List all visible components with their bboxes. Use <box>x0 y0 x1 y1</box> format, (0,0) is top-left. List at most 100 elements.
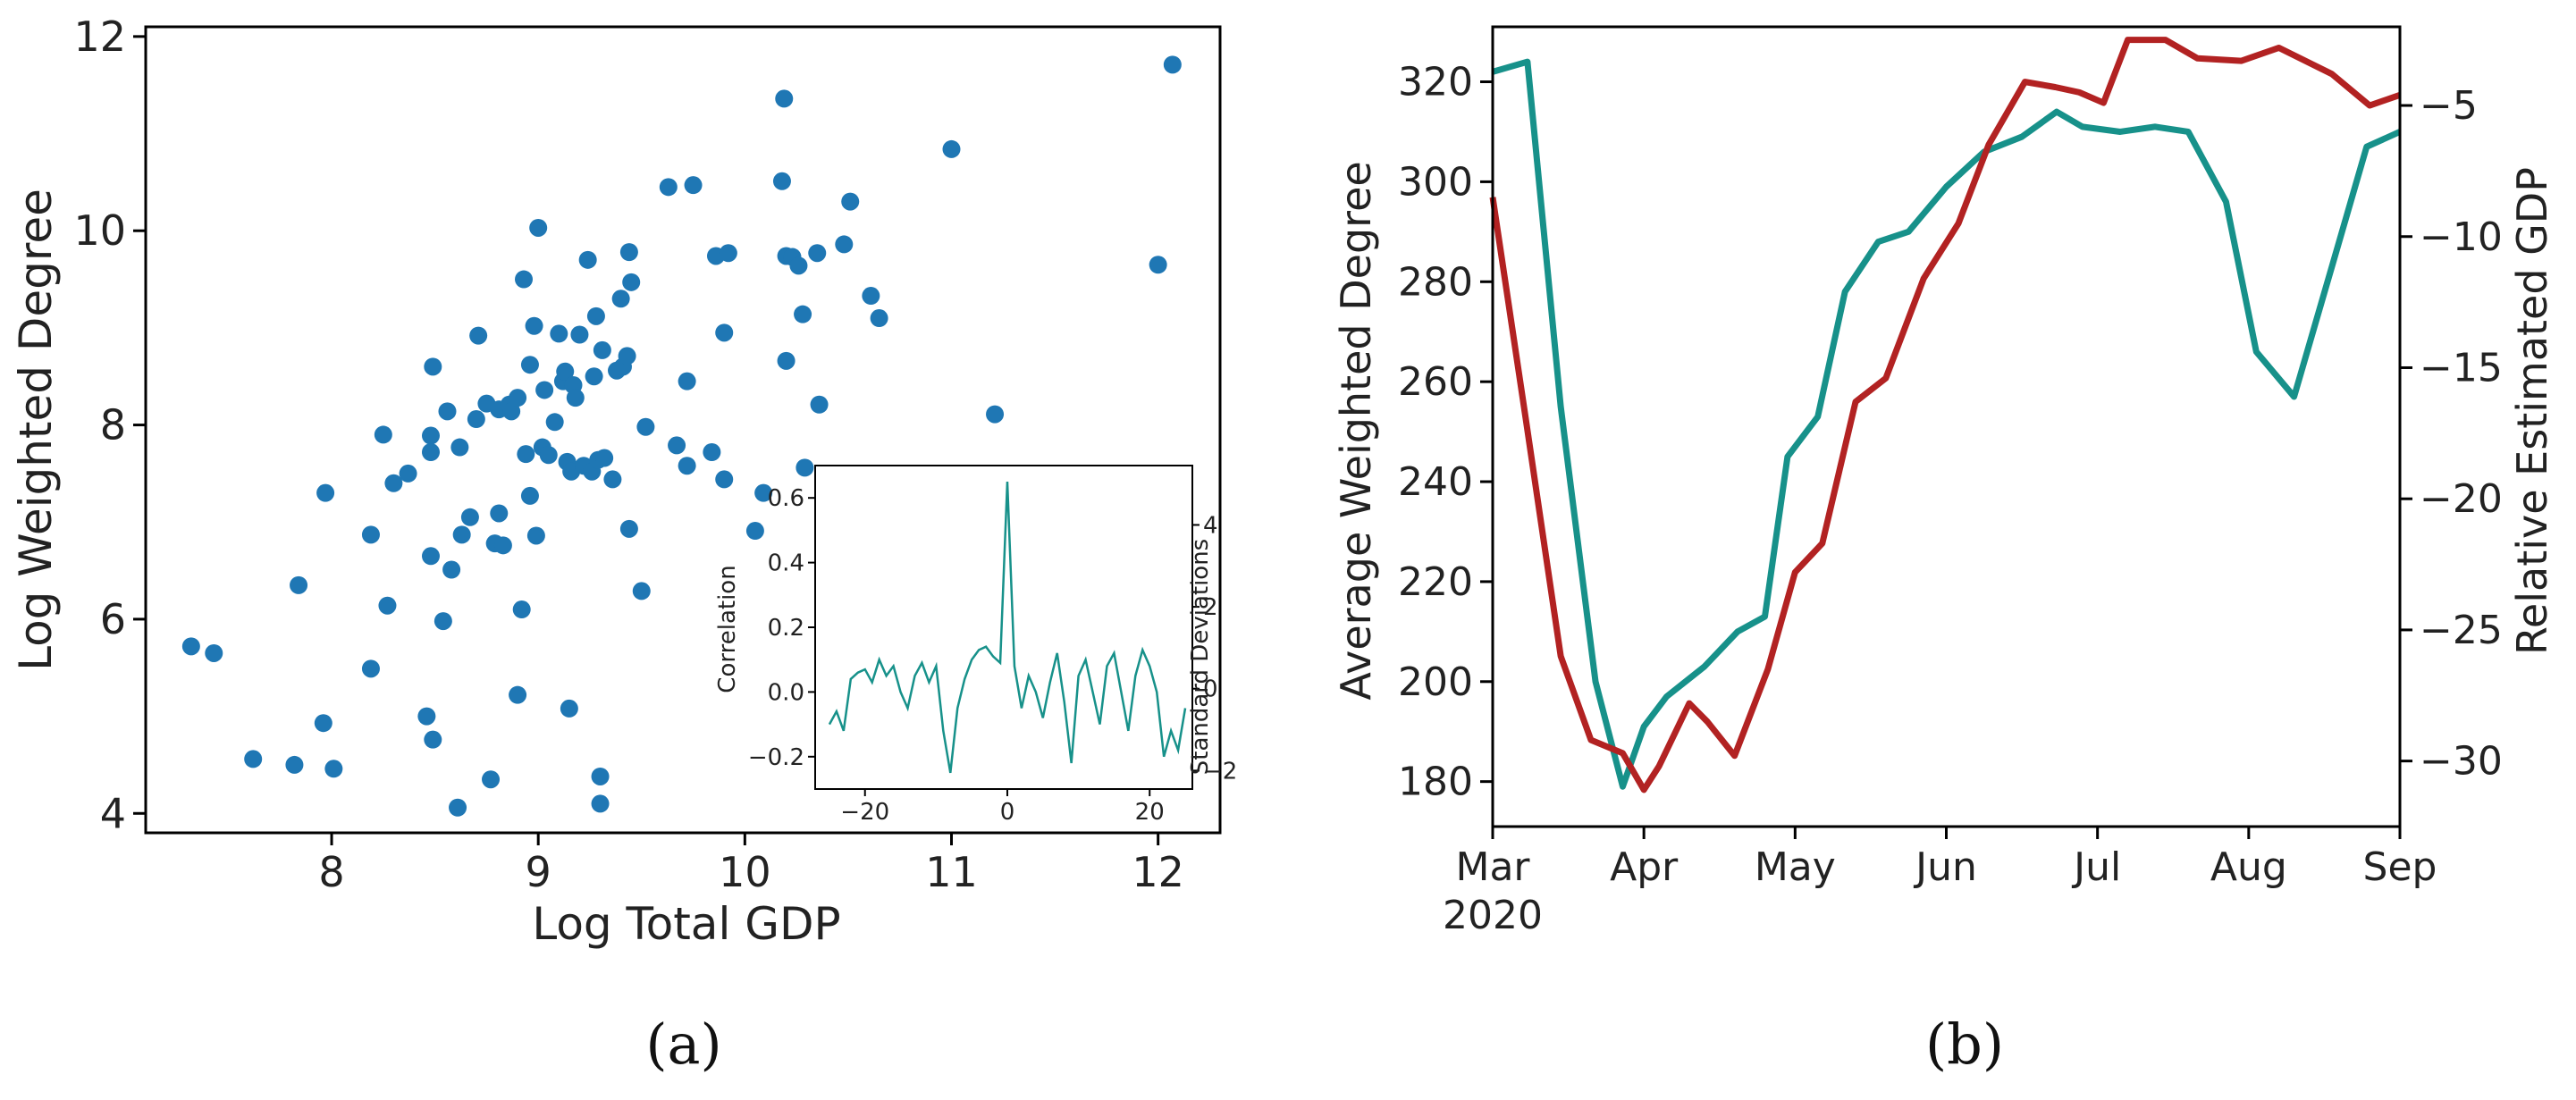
scatter-point <box>399 464 417 483</box>
scatter-point <box>1163 55 1182 74</box>
scatter-point <box>622 273 641 291</box>
scatter-point <box>450 438 469 457</box>
panel-b-y-axis-label-right: Relative Estimated GDP <box>2508 167 2556 655</box>
y-tick-label: 6 <box>100 595 126 643</box>
scatter-point <box>290 575 308 594</box>
scatter-point <box>438 402 457 421</box>
scatter-point <box>560 699 578 718</box>
inset-y-tick-label-right: 4 <box>1203 512 1218 539</box>
x-tick-label: 11 <box>925 848 978 896</box>
scatter-point <box>703 442 721 461</box>
panel-b-label: (b) <box>1925 1012 2004 1077</box>
inset-x-tick-label: 20 <box>1135 799 1165 826</box>
scatter-point <box>512 600 531 619</box>
scatter-point <box>285 755 304 774</box>
scatter-point <box>424 730 442 749</box>
x-tick-label: 8 <box>318 848 344 896</box>
scatter-point <box>593 340 611 359</box>
inset-y-axis-label-right: Standard Deviations <box>1187 539 1214 775</box>
y-tick-label: 12 <box>73 13 126 61</box>
scatter-point <box>591 794 610 813</box>
scatter-point <box>659 178 678 197</box>
scatter-point <box>810 395 829 414</box>
inset-y-tick-label: −0.2 <box>748 744 804 771</box>
x-tick-label: 10 <box>719 848 771 896</box>
scatter-point <box>789 256 808 275</box>
scatter-point <box>520 486 539 505</box>
scatter-point <box>841 192 860 211</box>
scatter-point <box>550 324 568 343</box>
panel-a-label: (a) <box>645 1012 721 1077</box>
scatter-point <box>719 244 737 263</box>
scatter-point <box>636 417 655 436</box>
scatter-point <box>678 457 696 475</box>
x-tick-label: Jun <box>1913 844 1977 890</box>
scatter-point <box>775 89 794 108</box>
scatter-point <box>586 306 605 325</box>
scatter-point <box>529 218 548 237</box>
scatter-point <box>421 442 440 461</box>
scatter-point <box>986 405 1005 424</box>
scatter-point <box>526 526 545 545</box>
x-tick-label: 2020 <box>1443 893 1543 938</box>
y-tick-label: 280 <box>1398 259 1473 305</box>
panel-a-y-ticks: 4 6 8 10 12 <box>73 13 146 837</box>
scatter-point <box>862 287 880 306</box>
scatter-point <box>442 560 461 579</box>
x-tick-label: Apr <box>1610 844 1679 890</box>
scatter-point <box>460 508 479 526</box>
scatter-point <box>578 250 597 269</box>
scatter-point <box>715 323 734 342</box>
panel-b-y-ticks-left: 180 200 220 240 260 280 300 320 <box>1398 60 1493 805</box>
scatter-point <box>449 798 467 817</box>
scatter-point <box>570 325 589 344</box>
scatter-point <box>545 413 564 432</box>
inset-y-tick-label: 0.4 <box>768 550 804 577</box>
scatter-point <box>591 767 610 785</box>
y-tick-label: 200 <box>1398 659 1473 705</box>
inset-y-tick-label: 0.2 <box>768 615 804 642</box>
scatter-points <box>181 55 1182 817</box>
scatter-point <box>566 389 585 407</box>
scatter-point <box>509 389 527 407</box>
scatter-point <box>417 707 436 726</box>
inset-x-ticks: −20 0 20 <box>840 789 1165 826</box>
inset-y-ticks-left: −0.2 0.0 0.2 0.4 0.6 <box>748 485 815 771</box>
scatter-point <box>490 504 509 523</box>
average-weighted-degree-line <box>1492 58 2402 790</box>
scatter-point <box>870 309 888 328</box>
inset-y-tick-label-right: 0 <box>1203 676 1218 703</box>
panel-b-y-axis-label: Average Weighted Degree <box>1332 161 1380 700</box>
x-tick-label: May <box>1755 844 1836 890</box>
panel-a-axes-frame <box>144 25 1222 835</box>
scatter-point <box>619 243 638 262</box>
scatter-point <box>619 519 638 538</box>
y-tick-label: 10 <box>73 206 126 255</box>
x-tick-label: Mar <box>1455 844 1530 890</box>
scatter-point <box>754 483 773 502</box>
y-tick-label: 220 <box>1398 559 1473 605</box>
y-tick-label-right: −5 <box>2420 83 2478 129</box>
scatter-point <box>772 172 791 190</box>
scatter-point <box>421 426 440 445</box>
x-tick-label: 9 <box>526 848 551 896</box>
x-tick-label: 12 <box>1132 848 1184 896</box>
y-tick-label: 4 <box>100 789 126 837</box>
y-tick-label: 300 <box>1398 159 1473 205</box>
inset-background <box>814 465 1193 790</box>
x-tick-label: Sep <box>2363 844 2437 890</box>
scatter-point <box>632 582 651 600</box>
y-tick-label: 320 <box>1398 60 1473 105</box>
scatter-point <box>452 525 471 544</box>
scatter-point <box>539 446 558 465</box>
y-tick-label: 8 <box>100 401 126 449</box>
scatter-point <box>378 596 397 615</box>
scatter-point <box>424 357 442 376</box>
scatter-point <box>678 372 696 390</box>
inset-y-tick-label: 0.6 <box>768 485 804 512</box>
scatter-point <box>535 381 554 399</box>
scatter-point <box>808 244 827 263</box>
